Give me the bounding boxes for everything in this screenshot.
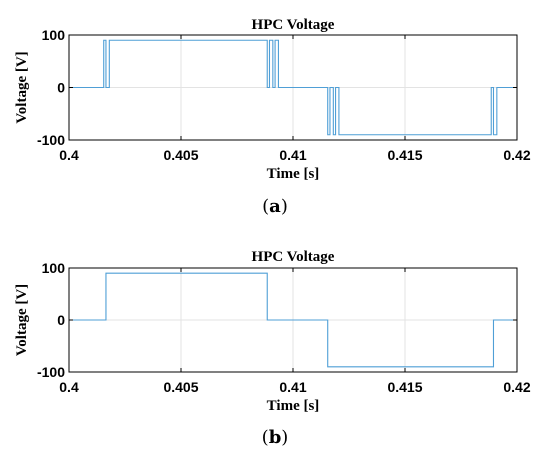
y-tick-label: 0 bbox=[57, 80, 65, 96]
panel-caption: (a) bbox=[262, 196, 288, 217]
series-line bbox=[69, 272, 517, 368]
chart-panel-b: 0.4 0.405 0.41 0.415 0.42 -100 0 100 HPC Voltage… bbox=[14, 249, 531, 448]
chart-title: HPC Voltage bbox=[252, 249, 335, 265]
y-tick-label: 100 bbox=[42, 260, 66, 276]
y-tick-label: 100 bbox=[42, 27, 66, 43]
x-tick-label: 0.405 bbox=[163, 147, 198, 163]
x-tick-label: 0.41 bbox=[279, 379, 306, 395]
y-tick-label: -100 bbox=[37, 364, 65, 380]
x-tick-label: 0.405 bbox=[163, 379, 198, 395]
x-tick-label: 0.42 bbox=[503, 379, 530, 395]
series-line bbox=[69, 39, 517, 136]
chart-title: HPC Voltage bbox=[252, 17, 335, 33]
panel-caption: (b) bbox=[262, 427, 289, 448]
y-tick-label: 0 bbox=[57, 312, 65, 328]
x-tick-label: 0.415 bbox=[387, 147, 422, 163]
x-tick-label: 0.4 bbox=[59, 147, 79, 163]
y-axis-label: Voltage [V] bbox=[14, 284, 30, 356]
x-tick-label: 0.41 bbox=[279, 147, 306, 163]
x-tick-label: 0.415 bbox=[387, 379, 422, 395]
chart-panel-a: 0.4 0.405 0.41 0.415 0.42 -100 0 100 HPC Voltage… bbox=[14, 17, 531, 217]
x-axis-label: Time [s] bbox=[267, 166, 320, 182]
x-axis-label: Time [s] bbox=[267, 398, 320, 414]
y-tick-label: -100 bbox=[37, 132, 65, 148]
x-tick-label: 0.42 bbox=[503, 147, 530, 163]
x-tick-label: 0.4 bbox=[59, 379, 79, 395]
y-axis-label: Voltage [V] bbox=[14, 51, 30, 123]
